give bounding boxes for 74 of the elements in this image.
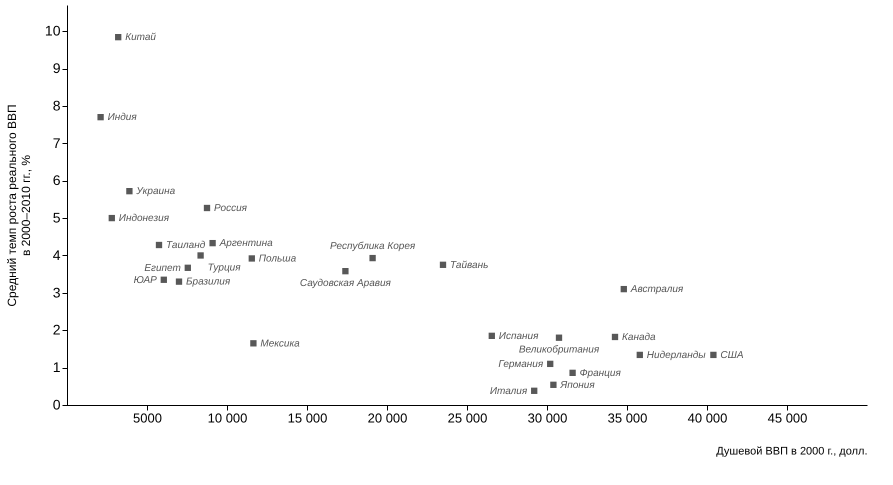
point <box>710 352 717 358</box>
x-axis-title: Душевой ВВП в 2000 г., долл. <box>716 446 868 458</box>
x-tick-label: 35 000 <box>608 410 648 426</box>
annotation: Япония <box>559 380 596 391</box>
annotation: Австралия <box>630 284 684 296</box>
point <box>248 255 255 262</box>
annotation: Испания <box>498 330 540 342</box>
y-tick-label: 3 <box>52 284 61 300</box>
y-tick-label: 8 <box>52 97 61 114</box>
annotation: Великобритания <box>518 344 600 356</box>
annotation: Аргентина <box>218 238 274 250</box>
point <box>547 360 554 368</box>
point <box>115 34 122 40</box>
annotation: Канада <box>622 332 656 343</box>
point <box>636 352 643 358</box>
annotation: Украина <box>135 186 176 198</box>
annotation: Тайвань <box>450 260 488 271</box>
annotation: Таиланд <box>166 240 206 251</box>
point <box>176 278 182 285</box>
x-tick-label: 10 000 <box>208 410 248 426</box>
annotation: Италия <box>490 386 528 397</box>
y-tick-label: 6 <box>52 172 61 188</box>
point <box>97 114 104 120</box>
y-tick-label: 9 <box>52 60 61 76</box>
y-tick-label: 7 <box>52 134 61 151</box>
point <box>197 252 204 259</box>
x-tick-label: 15 000 <box>288 410 328 426</box>
annotation: Египет <box>144 262 181 274</box>
point <box>440 262 446 268</box>
point <box>556 334 562 341</box>
annotation: Бразилия <box>186 276 231 288</box>
point <box>250 340 257 346</box>
y-tick-label: 5 <box>52 210 61 226</box>
point <box>342 268 349 274</box>
point <box>204 204 210 212</box>
annotation: Польша <box>258 253 297 264</box>
annotation: Нидерланды <box>646 350 706 361</box>
x-tick-label: 25 000 <box>448 410 488 426</box>
annotation: Саудовская Аравия <box>300 278 392 290</box>
annotation: Франция <box>580 368 622 379</box>
point <box>369 254 376 262</box>
point <box>126 188 133 194</box>
point <box>184 264 191 271</box>
point <box>209 240 216 246</box>
point <box>531 388 538 394</box>
y-tick-label: 1 <box>52 359 61 376</box>
point <box>612 334 618 340</box>
point <box>160 276 167 283</box>
annotation: Индонезия <box>118 213 170 224</box>
x-tick-label: 45 000 <box>768 410 808 426</box>
annotation: Мексика <box>260 338 300 350</box>
annotation: Китай <box>125 32 156 44</box>
point <box>108 214 115 222</box>
annotation: Турция <box>208 262 242 274</box>
y-axis-title: Средний темп роста реального ВВП в 2000–2010 гг., % <box>4 104 33 307</box>
annotation: Индия <box>108 112 138 124</box>
annotation: ЮАР <box>134 274 158 286</box>
x-tick-label: 40 000 <box>688 410 728 426</box>
x-tick-label: 30 000 <box>528 410 568 426</box>
point <box>569 370 576 376</box>
y-tick-label: 4 <box>52 246 61 263</box>
annotation: Республика Корея <box>330 241 416 252</box>
y-tick-label: 2 <box>52 322 61 338</box>
x-tick-label: 20 000 <box>368 410 408 426</box>
y-tick-label: 0 <box>52 396 61 412</box>
point <box>488 332 495 340</box>
annotation: США <box>720 350 744 361</box>
x-tick-label: 5000 <box>133 410 162 426</box>
annotation: Россия <box>214 202 248 214</box>
point <box>156 242 162 248</box>
point <box>620 286 627 292</box>
annotation: Германия <box>498 358 544 370</box>
point <box>550 382 557 388</box>
y-tick-label: 10 <box>44 22 61 39</box>
